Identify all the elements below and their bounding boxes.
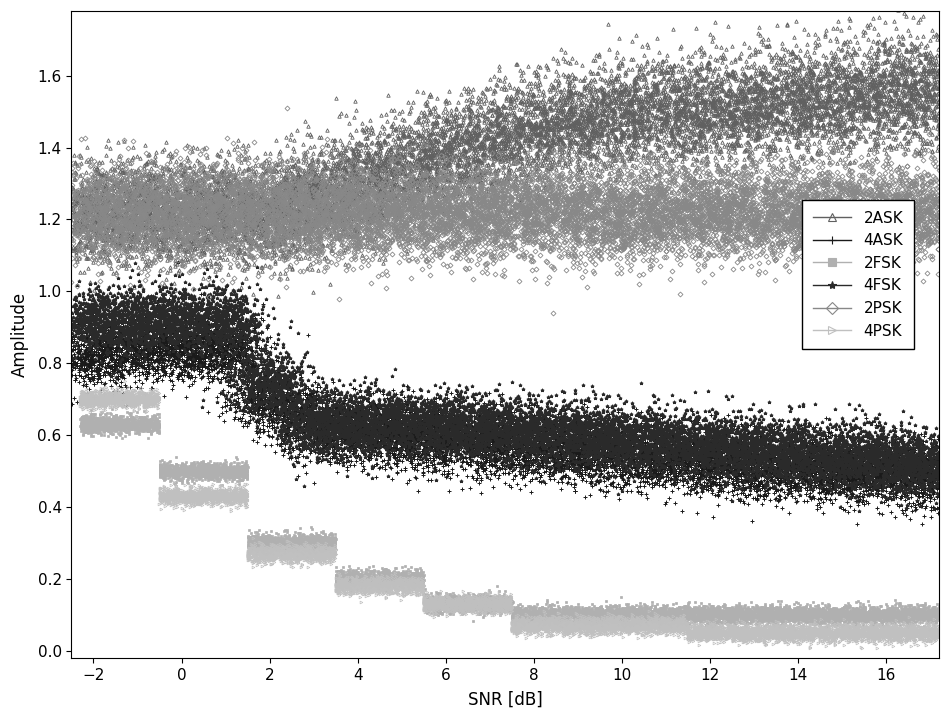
4FSK bbox=[197, 314, 208, 323]
2ASK bbox=[29, 199, 41, 208]
2ASK bbox=[112, 181, 124, 190]
4FSK bbox=[25, 356, 36, 364]
2ASK bbox=[892, 6, 903, 14]
2ASK bbox=[516, 99, 527, 107]
4PSK bbox=[112, 383, 124, 392]
2FSK bbox=[923, 626, 935, 634]
4PSK bbox=[293, 553, 304, 562]
Line: 2PSK: 2PSK bbox=[26, 106, 950, 315]
4FSK bbox=[172, 258, 183, 266]
4FSK bbox=[517, 421, 528, 430]
4ASK bbox=[24, 334, 35, 343]
2FSK bbox=[517, 608, 528, 617]
2FSK bbox=[112, 418, 124, 427]
2PSK bbox=[196, 211, 207, 220]
Legend: 2ASK, 4ASK, 2FSK, 4FSK, 2PSK, 4PSK: 2ASK, 4ASK, 2FSK, 4FSK, 2PSK, 4PSK bbox=[803, 200, 914, 349]
4ASK bbox=[530, 421, 541, 430]
4PSK bbox=[946, 629, 950, 638]
Line: 2ASK: 2ASK bbox=[33, 9, 950, 312]
2ASK bbox=[601, 120, 613, 129]
2ASK bbox=[198, 207, 209, 215]
4FSK bbox=[294, 420, 305, 428]
4PSK bbox=[516, 615, 527, 624]
2PSK bbox=[113, 224, 124, 233]
4ASK bbox=[936, 521, 947, 530]
2FSK bbox=[294, 543, 305, 552]
2ASK bbox=[293, 253, 304, 262]
4FSK bbox=[601, 411, 613, 420]
4ASK bbox=[601, 444, 613, 453]
2PSK bbox=[528, 204, 540, 212]
2ASK bbox=[530, 183, 541, 192]
4ASK bbox=[112, 351, 124, 360]
2PSK bbox=[603, 174, 615, 183]
4FSK bbox=[112, 274, 124, 282]
4ASK bbox=[196, 374, 207, 382]
Line: 4FSK: 4FSK bbox=[29, 261, 950, 523]
4ASK bbox=[518, 424, 529, 433]
4PSK bbox=[530, 621, 541, 630]
Line: 2FSK: 2FSK bbox=[79, 408, 950, 631]
2PSK bbox=[518, 185, 529, 194]
4PSK bbox=[601, 616, 613, 624]
2PSK bbox=[22, 197, 33, 206]
4PSK bbox=[197, 499, 208, 508]
4PSK bbox=[74, 400, 85, 408]
2FSK bbox=[601, 607, 613, 616]
Y-axis label: Amplitude: Amplitude bbox=[11, 292, 29, 377]
4FSK bbox=[528, 423, 540, 431]
4PSK bbox=[805, 644, 816, 652]
2FSK bbox=[197, 465, 208, 474]
X-axis label: SNR [dB]: SNR [dB] bbox=[467, 691, 542, 709]
Line: 4PSK: 4PSK bbox=[79, 380, 950, 649]
Line: 4ASK: 4ASK bbox=[28, 292, 950, 528]
2FSK bbox=[106, 405, 118, 414]
2PSK bbox=[547, 308, 559, 317]
2PSK bbox=[295, 229, 307, 238]
2FSK bbox=[75, 422, 86, 431]
2PSK bbox=[282, 104, 294, 112]
4PSK bbox=[119, 377, 130, 385]
4ASK bbox=[195, 289, 206, 298]
2FSK bbox=[530, 608, 541, 617]
4ASK bbox=[293, 414, 304, 423]
2ASK bbox=[218, 306, 229, 315]
2FSK bbox=[946, 608, 950, 617]
